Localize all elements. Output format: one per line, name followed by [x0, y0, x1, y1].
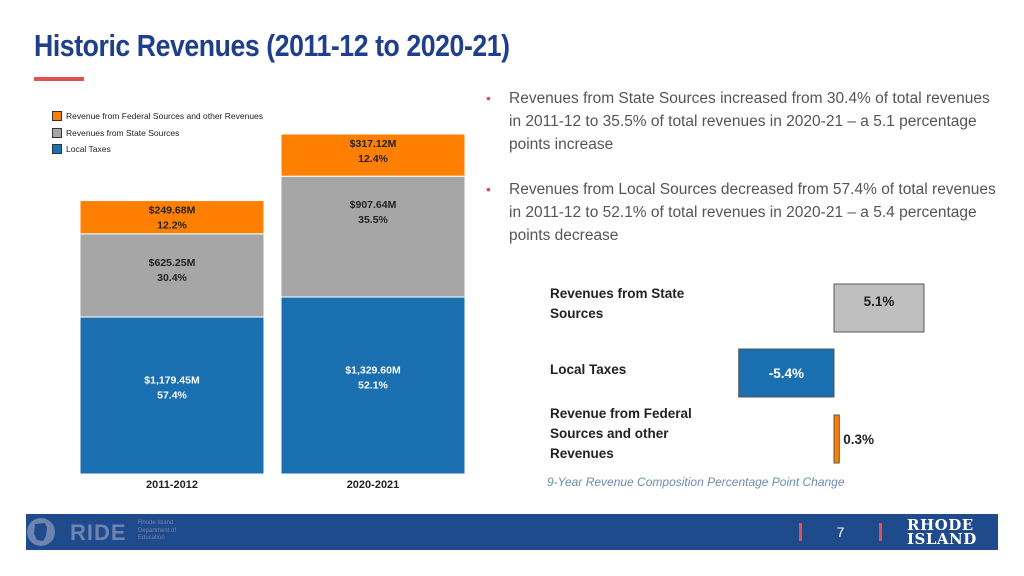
bar-segment [79, 316, 265, 475]
title-underline [34, 77, 84, 81]
legend-item: Revenue from Federal Sources and other R… [52, 108, 263, 125]
category-label: Revenues from State [550, 286, 685, 301]
bar-percent-label: 12.2% [157, 220, 187, 232]
change-value-label: 0.3% [843, 432, 874, 447]
bullet-marker: • [486, 181, 491, 197]
rhode-island-logo: RHODE ISLAND [907, 516, 977, 548]
bar-segment [79, 233, 265, 318]
change-bar [833, 283, 925, 333]
bar-percent-label: 12.4% [358, 153, 388, 165]
bullet-marker: • [486, 90, 491, 106]
bar-value-label: $1,329.60M [345, 365, 401, 377]
chart-caption: 9-Year Revenue Composition Percentage Po… [547, 475, 845, 489]
page-divider-right [879, 523, 882, 541]
bar-value-label: $317.12M [350, 138, 397, 150]
bar-segment [280, 296, 466, 475]
x-tick-label: 2011-2012 [146, 479, 198, 491]
bar-segment [79, 200, 265, 235]
category-label: Local Taxes [550, 362, 626, 377]
legend-label: Local Taxes [66, 144, 111, 155]
footer-bar: RIDE Rhode Island Department of Educatio… [26, 514, 998, 550]
bullet-item: • Revenues from State Sources increased … [484, 87, 1004, 156]
chart-legend: Revenue from Federal Sources and other R… [52, 108, 263, 158]
legend-swatch [52, 127, 62, 138]
ride-logo [26, 514, 66, 550]
bar-value-label: $625.25M [149, 257, 196, 269]
legend-swatch [52, 144, 62, 155]
page-title: Historic Revenues (2011-12 to 2020-21) [34, 28, 510, 63]
bar-segment [280, 175, 466, 298]
percentage-change-chart: Revenues from State Sources 5.1% Local Taxe… [550, 283, 925, 464]
bar-value-label: $1,179.45M [144, 375, 200, 387]
category-label: Revenue from Federal [550, 406, 692, 421]
stacked-revenue-chart: $1,179.45M 57.4% $625.25M 30.4% $249.68M 12.2… [79, 133, 466, 491]
bullet-list: • Revenues from State Sources increased … [484, 87, 1004, 269]
change-bar [738, 348, 835, 398]
category-label: Sources [550, 306, 603, 321]
category-label: Revenues [550, 446, 614, 461]
ride-subtitle: Rhode Island Department of Education [138, 520, 177, 541]
change-bar [833, 414, 840, 464]
legend-item: Revenues from State Sources [52, 125, 263, 142]
ride-logo-icon [27, 518, 55, 546]
bar-percent-label: 35.5% [358, 214, 388, 226]
ri-logo-line-1: RHODE [907, 516, 974, 534]
bar-value-label: $249.68M [149, 205, 196, 217]
bullet-text-state: Revenues from State Sources increased fr… [509, 90, 990, 153]
page-divider-left [799, 523, 802, 541]
bullet-item: • Revenues from Local Sources decreased … [484, 178, 1004, 247]
legend-item: Local Taxes [52, 141, 263, 158]
bullet-text-local: Revenues from Local Sources decreased fr… [509, 181, 996, 244]
bar-percent-label: 30.4% [157, 272, 187, 284]
legend-swatch [52, 111, 62, 122]
bar-segment [280, 133, 466, 177]
x-tick-label: 2020-2021 [347, 479, 400, 491]
legend-label: Revenue from Federal Sources and other R… [66, 111, 264, 122]
change-value-label: -5.4% [769, 366, 804, 381]
ri-logo-line-2: ISLAND [907, 530, 977, 548]
change-value-label: 5.1% [864, 294, 895, 309]
bar-percent-label: 52.1% [358, 380, 388, 392]
bar-value-label: $907.64M [350, 199, 397, 211]
bar-percent-label: 57.4% [157, 390, 187, 402]
category-label: Sources and other [550, 426, 669, 441]
page-number: 7 [836, 524, 845, 540]
ride-wordmark: RIDE [70, 520, 127, 545]
legend-label: Revenues from State Sources [66, 127, 180, 138]
